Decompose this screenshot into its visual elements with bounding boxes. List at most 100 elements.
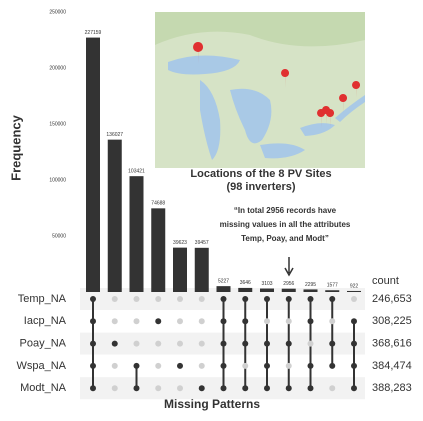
set-dot [351, 385, 357, 392]
pin [317, 109, 326, 128]
set-dot [285, 385, 292, 392]
empty-dot [177, 385, 183, 392]
y-axis-label: Frequency [8, 114, 23, 181]
row-label: Poay_NA [20, 338, 67, 350]
pin [339, 94, 348, 113]
value-label: 39623 [173, 240, 187, 246]
map-title: Locations of the 8 PV Sites [190, 168, 331, 180]
lake [168, 55, 240, 75]
annotation: Temp, Poay, and Modt” [241, 234, 329, 243]
bar [303, 289, 318, 292]
count-header: count [372, 275, 399, 287]
set-dot [198, 385, 205, 392]
value-label: 5227 [218, 278, 229, 284]
bar [194, 247, 209, 292]
set-dot [220, 362, 227, 369]
empty-dot [198, 362, 205, 369]
set-dot [242, 340, 249, 347]
pin [326, 109, 335, 128]
pin [281, 69, 290, 88]
lake [260, 143, 305, 159]
empty-dot [155, 340, 162, 347]
set-dot [351, 362, 357, 369]
map-pins [193, 42, 361, 128]
y-tick-label: 150000 [49, 121, 66, 127]
value-label: 103421 [128, 168, 145, 174]
bar [281, 288, 296, 292]
lake [300, 123, 335, 136]
river [335, 95, 365, 122]
empty-dot [198, 296, 205, 302]
map [155, 12, 365, 168]
empty-dot [198, 340, 205, 347]
arrow [284, 257, 294, 277]
empty-dot [155, 362, 162, 369]
map-subtitle: (98 inverters) [226, 181, 295, 193]
value-label: 1577 [327, 283, 338, 289]
set-dot [133, 362, 140, 369]
value-label: 227159 [85, 30, 102, 36]
bar [173, 247, 187, 292]
empty-dot [177, 340, 183, 347]
bar [347, 290, 361, 292]
y-tick-label: 50000 [52, 233, 66, 239]
empty-dot [111, 362, 118, 369]
empty-dot [155, 296, 162, 302]
set-dot [90, 362, 96, 369]
bar [216, 286, 231, 292]
set-dot [90, 318, 96, 325]
empty-dot [351, 296, 357, 302]
empty-dot [155, 385, 162, 392]
value-label: 922 [350, 283, 359, 289]
value-label: 3646 [240, 280, 251, 286]
set-dot [307, 362, 314, 369]
set-dot [111, 340, 118, 347]
set-dot [264, 385, 270, 392]
value-label: 39457 [195, 240, 209, 246]
row-label: Wspa_NA [16, 360, 66, 372]
pin [352, 81, 361, 98]
empty-dot [133, 296, 140, 302]
row-label: Iacp_NA [24, 315, 67, 327]
set-dot [242, 296, 249, 302]
row-count: 368,616 [372, 338, 412, 350]
set-dot [264, 296, 270, 302]
annotation: “In total 2956 records have [234, 206, 337, 215]
set-dot [351, 318, 357, 325]
value-label: 3103 [261, 281, 272, 287]
empty-dot [242, 362, 249, 369]
set-dot [220, 385, 227, 392]
row-count: 384,474 [372, 360, 412, 372]
set-dot [307, 296, 314, 302]
lake [200, 80, 221, 160]
bar [151, 208, 166, 292]
annotation: missing values in all the attributes [220, 220, 351, 229]
empty-dot [329, 318, 336, 325]
empty-dot [307, 340, 314, 347]
set-dot [307, 318, 314, 325]
lake [230, 88, 272, 144]
row-count: 388,283 [372, 382, 412, 394]
set-dot [90, 296, 96, 302]
set-dot [242, 385, 249, 392]
empty-dot [177, 296, 183, 302]
set-dot [177, 362, 183, 369]
empty-dot [111, 385, 118, 392]
y-tick-label: 250000 [49, 9, 66, 15]
empty-dot [111, 318, 118, 325]
set-dot [329, 362, 336, 369]
row-count: 308,225 [372, 315, 412, 327]
set-dot [264, 340, 270, 347]
empty-dot [133, 340, 140, 347]
empty-dot [133, 318, 140, 325]
set-dot [329, 296, 336, 302]
value-label: 136027 [106, 132, 123, 138]
y-tick-label: 100000 [49, 177, 66, 183]
bar [129, 176, 144, 292]
bar [238, 287, 253, 292]
row-count: 246,653 [372, 293, 412, 305]
bar [260, 288, 274, 292]
value-label: 2295 [305, 282, 316, 288]
set-dot [220, 318, 227, 325]
set-dot [307, 385, 314, 392]
